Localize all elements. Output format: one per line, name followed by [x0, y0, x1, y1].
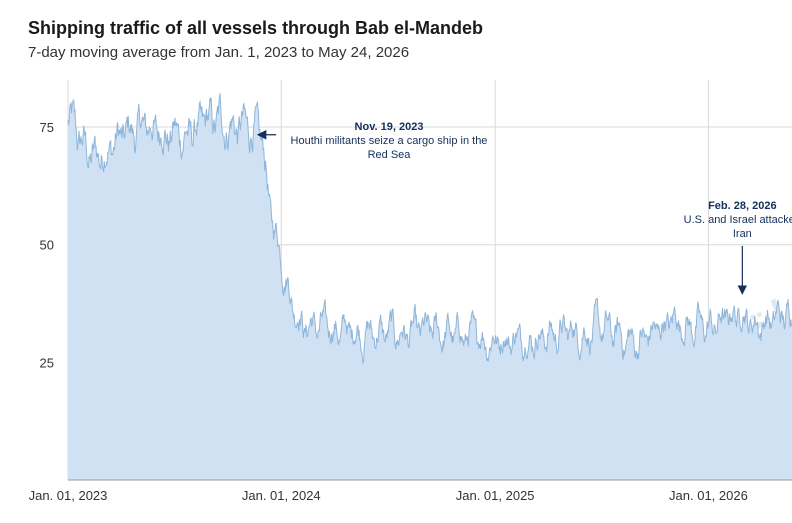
- chart-title: Shipping traffic of all vessels through …: [28, 18, 484, 38]
- traffic-line: [67, 93, 792, 365]
- annotation-text: U.S. and Israel attacked: [684, 214, 792, 226]
- annotations: Nov. 19, 2023 Houthi militants seize a ca…: [256, 121, 792, 295]
- chart-subtitle: 7-day moving average from Jan. 1, 2023 t…: [28, 44, 410, 61]
- traffic-area: [68, 93, 792, 480]
- x-tick-label: Jan. 01, 2025: [456, 488, 535, 503]
- y-tick-label: 25: [40, 355, 54, 370]
- annotation-date: Nov. 19, 2023: [355, 121, 424, 133]
- y-tick-label: 75: [40, 120, 54, 135]
- annotation-text: Iran: [733, 228, 752, 240]
- y-tick-label: 50: [40, 238, 54, 253]
- tick-labels: 25 50 75 Jan. 01, 2023 Jan. 01, 2024 Jan. 01,…: [29, 120, 748, 503]
- x-tick-label: Jan. 01, 2023: [29, 488, 108, 503]
- x-tick-label: Jan. 01, 2024: [242, 488, 321, 503]
- annotation-date: Feb. 28, 2026: [708, 200, 777, 212]
- annotation-text: Houthi militants seize a cargo ship in t…: [291, 135, 488, 147]
- annotation-text: Red Sea: [368, 149, 412, 161]
- x-tick-label: Jan. 01, 2026: [669, 488, 748, 503]
